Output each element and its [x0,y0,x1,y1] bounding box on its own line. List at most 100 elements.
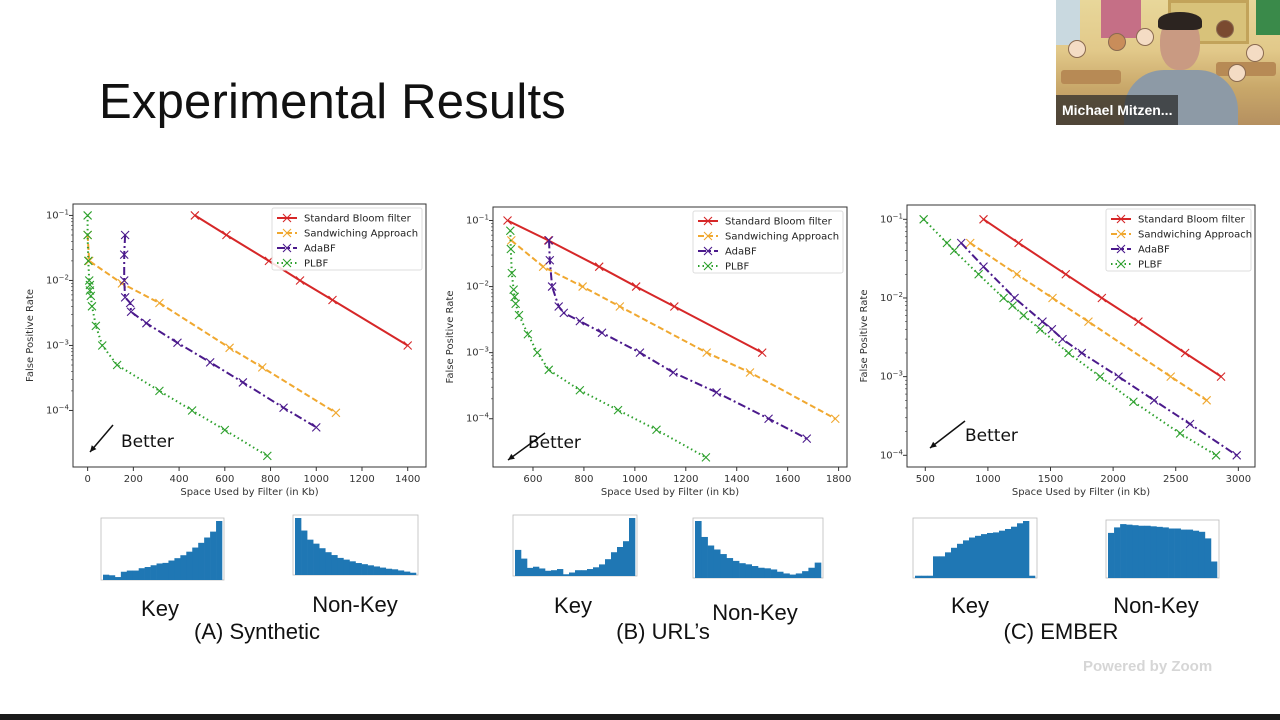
histogram-bar [783,573,790,578]
histogram-bar [999,530,1006,578]
data-point-marker [83,230,93,240]
histogram-bar [1180,529,1188,578]
x-axis-label: Space Used by Filter (in Kb) [601,487,739,498]
histogram-bar [301,530,308,575]
data-point-marker [514,310,524,320]
histogram-bar [103,574,110,580]
histogram-bar [1186,529,1194,578]
legend-entry: Sandwiching Approach [1138,230,1252,241]
legend [271,207,423,271]
data-point-marker [1048,293,1057,303]
data-point-marker [1019,311,1028,320]
data-point-marker [97,341,107,350]
caption-synthetic: (A) Synthetic [194,619,320,644]
data-point-marker [311,422,321,432]
histogram-bar [515,549,522,576]
data-point-marker [1010,293,1019,303]
histogram-bar [198,542,205,580]
legend-entry: Sandwiching Approach [304,229,418,240]
data-point-marker [187,406,197,415]
histogram-bar [707,545,715,578]
window-bottom-edge [0,714,1280,720]
data-point-marker [91,321,101,331]
video-background-character [1108,33,1126,51]
caption-urls: (B) URL’s [616,619,710,644]
data-point-marker [506,244,516,254]
data-point-marker [979,262,988,272]
data-point-marker [205,357,215,367]
data-point-marker [1035,324,1045,334]
histogram-bar [1132,525,1139,578]
data-point-marker [262,451,272,461]
histogram-bar [138,568,145,580]
data-point-marker [295,276,305,285]
legend-marker [703,246,713,256]
histogram-bar [1174,528,1181,578]
histogram-bar [957,543,964,578]
legend-marker [282,243,292,253]
data-point-marker [802,434,812,444]
histogram-urls-nonkey [692,517,824,579]
histogram-bar [1192,530,1200,578]
histogram-bar [915,575,922,578]
data-point-marker [523,329,533,339]
legend-marker [282,213,292,223]
video-background-character [1136,28,1154,46]
data-point-marker [757,348,767,358]
histogram-bar [1114,527,1121,578]
histogram-bar [385,568,393,575]
data-point-marker [1185,419,1195,429]
histogram-bar [557,569,564,576]
better-annotation: Better [121,432,174,452]
histogram-bar [343,559,350,575]
legend-marker [703,261,713,271]
data-point-marker [631,282,641,291]
data-point-marker [942,238,952,248]
data-point-marker [701,452,711,462]
participant-video-tile[interactable]: Michael Mitzen... [1056,0,1280,125]
data-point-marker [507,268,517,278]
better-arrowhead [508,453,515,460]
histogram-bar [933,556,940,578]
histogram-bar [521,558,528,576]
video-background-character [1216,20,1234,38]
data-point-marker [999,293,1008,303]
participant-name: Michael Mitzen... [1056,95,1179,125]
data-point-marker [83,211,93,220]
legend [692,210,844,274]
histogram-bar [575,570,582,576]
data-point-marker [559,308,569,318]
histogram-bar [319,548,326,575]
histogram-bar [527,567,534,576]
data-point-marker [597,328,607,338]
data-point-marker [331,408,341,418]
histogram-ember-nonkey [1105,519,1220,579]
histogram-bar [745,564,752,578]
data-point-marker [85,286,95,295]
video-background-character [1068,40,1086,58]
data-point-marker [578,282,588,291]
histogram-bar [150,565,157,580]
histogram-bar [1144,525,1151,578]
y-tick-label: 10−3 [466,346,489,359]
data-point-marker [1149,395,1159,405]
legend-entry: AdaBF [725,247,757,258]
data-point-marker [668,368,678,377]
x-tick-label: 3000 [1226,474,1251,485]
histogram-bar [120,571,128,580]
histogram-bar [764,568,771,578]
histogram-bar [969,537,976,578]
histogram-bar [987,532,994,578]
histogram-bar [963,540,970,578]
data-point-marker [1114,372,1123,382]
data-point-marker [155,298,164,308]
data-point-marker [511,299,521,309]
histogram-bar [355,563,362,575]
histogram-bar [1029,575,1036,578]
histogram-bar [921,575,928,578]
fpr-chart-urls: 600 800 1000 1200 1400 1600 1800 10−4 10−3 10−2 10… [445,206,851,498]
histogram-bar [993,532,1000,578]
data-point-marker [652,425,661,435]
histogram-bar [1017,523,1024,578]
series-line-sandwiching-approach [969,242,1208,402]
